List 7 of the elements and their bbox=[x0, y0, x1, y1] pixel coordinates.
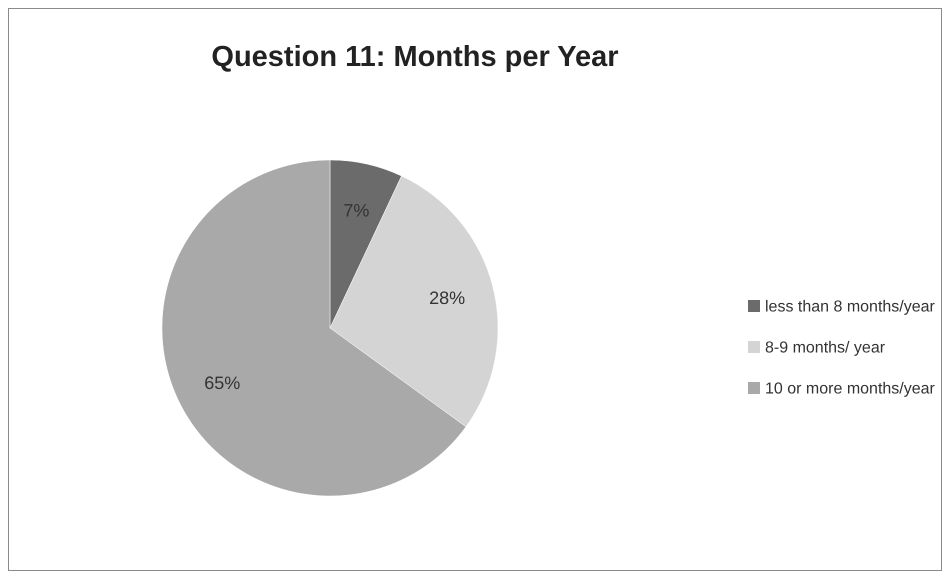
legend-label: 10 or more months/year bbox=[765, 380, 936, 398]
data-label: 7% bbox=[343, 200, 370, 220]
data-label: 28% bbox=[429, 288, 466, 308]
legend-label: less than 8 months/year bbox=[765, 298, 936, 316]
chart-title: Question 11: Months per Year bbox=[211, 41, 619, 73]
legend-label: 8-9 months/ year bbox=[765, 340, 886, 357]
data-label: 65% bbox=[204, 373, 240, 394]
